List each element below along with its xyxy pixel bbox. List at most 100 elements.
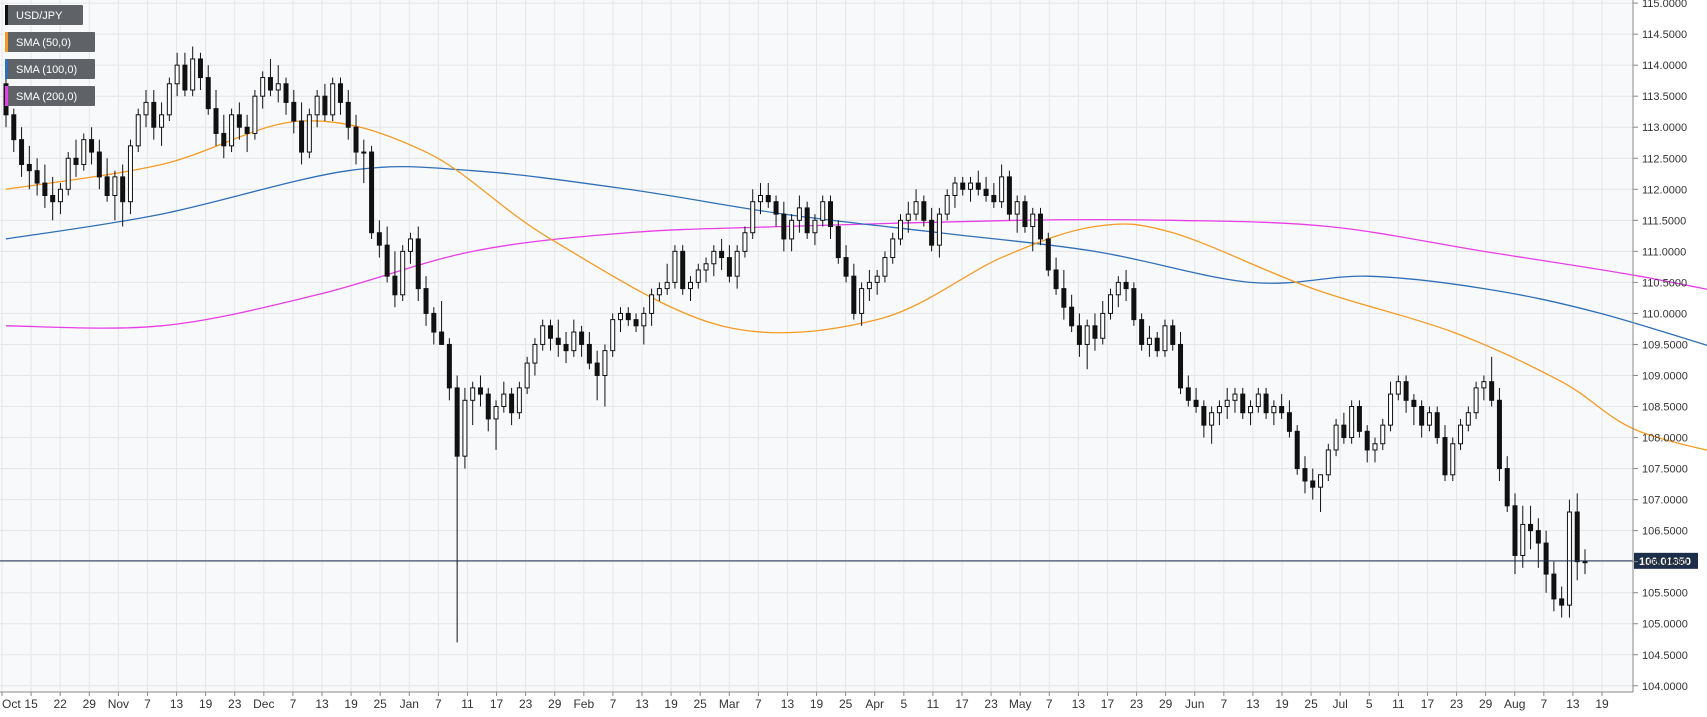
candle-body <box>516 387 522 414</box>
candle-body <box>1209 412 1215 426</box>
candle <box>283 77 289 115</box>
candle-body <box>252 95 258 134</box>
x-tick-label: 11 <box>927 697 940 711</box>
candle-body <box>687 281 693 290</box>
candle-body <box>563 343 569 352</box>
candle <box>1092 313 1098 351</box>
candle-body <box>625 312 631 321</box>
candle-body <box>1481 381 1487 389</box>
legend: USD/JPY SMA (50,0) SMA (100,0) SMA (200,0) <box>5 5 95 106</box>
candle <box>1388 381 1394 432</box>
candle-body <box>1014 201 1020 215</box>
x-tick-label: 19 <box>1595 697 1609 711</box>
price-label: 106.01350 <box>1639 556 1691 568</box>
candle-body <box>120 176 126 203</box>
candle <box>205 65 211 115</box>
x-tick-label: May <box>1009 697 1032 711</box>
candle <box>1069 294 1075 333</box>
legend-box <box>5 59 95 79</box>
candle-body <box>1310 480 1316 488</box>
candle-body <box>999 176 1005 203</box>
candle-body <box>477 387 483 395</box>
candle-body <box>719 250 725 259</box>
candle <box>547 319 553 351</box>
x-tick-label: 15 <box>24 697 38 711</box>
candle <box>1403 375 1409 413</box>
x-tick-label: 19 <box>664 697 678 711</box>
x-tick-label: 7 <box>610 697 617 711</box>
candle <box>57 183 63 215</box>
candle <box>1139 313 1145 351</box>
candle <box>1543 530 1549 593</box>
candle <box>1170 319 1176 351</box>
candle <box>73 139 79 177</box>
x-tick-label: 7 <box>1046 697 1053 711</box>
x-tick-label: 5 <box>900 697 907 711</box>
candle <box>594 350 600 401</box>
candle-body <box>1053 269 1059 290</box>
candle-body <box>1131 288 1137 321</box>
candle-body <box>42 182 48 196</box>
candle <box>687 276 693 302</box>
candle-body <box>57 188 63 203</box>
candle <box>1465 406 1471 432</box>
candle-body <box>1279 406 1285 414</box>
y-tick-label: 111.0000 <box>1642 246 1686 258</box>
candle-body <box>773 201 779 215</box>
candle <box>757 183 763 215</box>
candle <box>1201 400 1207 438</box>
candle-body <box>1185 387 1191 401</box>
candle <box>34 158 40 196</box>
candle <box>353 114 359 165</box>
candle <box>1325 443 1331 481</box>
candle-body <box>936 213 942 246</box>
candle <box>376 220 382 258</box>
y-tick-label: 110.0000 <box>1642 308 1687 320</box>
candle <box>493 400 499 450</box>
candle <box>750 189 756 239</box>
candle-body <box>112 176 118 196</box>
candle <box>1333 418 1339 457</box>
y-tick-label: 105.0000 <box>1642 619 1688 631</box>
candle <box>1076 313 1082 357</box>
candle-body <box>454 387 460 457</box>
candle <box>1450 437 1456 481</box>
candle <box>1038 207 1044 246</box>
candle-body <box>462 399 468 457</box>
candle <box>703 257 709 283</box>
candle <box>221 114 227 159</box>
candle <box>944 189 950 221</box>
candle <box>252 89 258 140</box>
candle-body <box>540 325 546 345</box>
candle-body <box>524 362 530 389</box>
candle <box>267 58 273 97</box>
candle-body <box>283 83 289 103</box>
legend-item: SMA (200,0) <box>5 86 95 106</box>
candle <box>392 251 398 308</box>
candle <box>1528 505 1534 550</box>
candle-body <box>229 114 235 147</box>
candle <box>400 245 406 302</box>
x-tick-label: 17 <box>490 697 504 711</box>
candle <box>804 201 810 239</box>
candle-body <box>205 77 211 110</box>
candle-body <box>1271 406 1277 414</box>
x-tick-label: 17 <box>1101 697 1115 711</box>
candle-body <box>1170 325 1176 345</box>
x-tick-label: 13 <box>170 697 184 711</box>
candle <box>1356 400 1362 438</box>
x-tick-label: 25 <box>374 697 388 711</box>
y-tick-label: 105.5000 <box>1642 588 1688 600</box>
candle-body <box>376 232 382 246</box>
candle-body <box>50 194 56 203</box>
candle-body <box>579 331 585 345</box>
candle <box>1100 301 1106 345</box>
candle <box>1006 170 1012 221</box>
candle <box>1419 400 1425 438</box>
candle-body <box>1224 399 1230 408</box>
candle-body <box>952 182 958 196</box>
legend-box <box>5 5 83 25</box>
candle <box>166 77 172 122</box>
candle <box>174 52 180 97</box>
